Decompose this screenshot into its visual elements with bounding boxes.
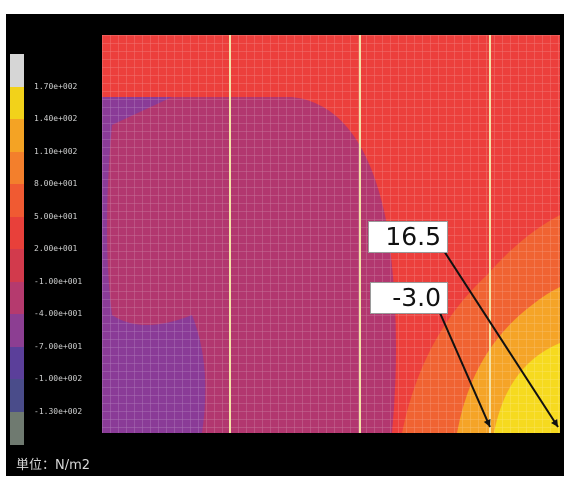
unit-label: 単位：N/m2 — [16, 458, 91, 473]
callout-arrow-max-head — [551, 419, 558, 427]
mesh-grid — [102, 35, 560, 433]
callout-min-value: -3.0 — [370, 282, 448, 314]
colorbar-swatch — [10, 151, 24, 185]
callout-max-value: 16.5 — [368, 221, 448, 253]
colorbar-tick-label: 1.10e+002 — [34, 146, 78, 156]
callout-arrow-min — [439, 312, 491, 428]
contour-plot — [102, 35, 560, 433]
colorbar-tick-label: 2.00e+001 — [34, 244, 78, 253]
callout-arrow-max — [443, 250, 559, 428]
colorbar-tick-label: -1.00e+001 — [34, 276, 83, 286]
colorbar-legend: 1.70e+002 1.40e+002 1.10e+002 8.00e+001 5.00… — [6, 54, 92, 445]
colorbar-swatch — [10, 86, 24, 120]
colorbar-swatch — [10, 346, 24, 380]
colorbar-swatch — [10, 411, 24, 445]
colorbar-tick-label: -7.00e+001 — [34, 341, 83, 351]
colorbar-tick-label: -1.30e+002 — [34, 406, 83, 416]
callout-arrow-min-head — [483, 419, 491, 427]
colorbar-swatch — [10, 249, 24, 282]
colorbar-tick-label: 1.40e+002 — [34, 114, 78, 123]
colorbar-swatch — [10, 216, 24, 250]
colorbar-swatch — [10, 281, 24, 315]
colorbar-swatch — [10, 119, 24, 152]
colorbar-tick-label: 8.00e+001 — [34, 179, 78, 188]
colorbar-swatch — [10, 184, 24, 217]
colorbar-swatch — [10, 379, 24, 412]
colorbar-swatch — [10, 314, 24, 347]
colorbar-tick-label: -4.00e+001 — [34, 309, 83, 318]
colorbar-tick-label: 5.00e+001 — [34, 211, 78, 221]
colorbar-tick-label: -1.00e+002 — [34, 374, 83, 383]
colorbar-tick-label: 1.70e+002 — [34, 81, 78, 91]
colorbar-swatch — [10, 54, 24, 87]
